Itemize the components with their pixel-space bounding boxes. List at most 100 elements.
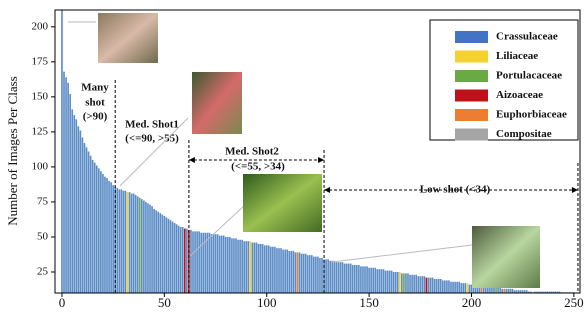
bar [299,252,301,293]
bar [290,251,292,293]
bar [180,227,182,293]
bar [309,255,311,293]
bar [286,250,288,293]
bar [505,289,507,293]
y-tick-label: 125 [32,125,49,137]
bar [503,289,505,293]
bar [417,276,419,293]
bar [272,247,274,293]
bar [264,245,266,293]
bar [256,243,258,293]
bar [340,262,342,293]
bar [278,248,280,293]
bar [454,282,456,293]
bar [508,289,510,293]
bar [100,171,102,293]
bar [305,254,307,293]
bar [80,130,82,293]
bar [129,192,131,293]
bar [121,189,123,293]
bar [131,194,133,293]
bar [211,234,213,293]
annotation: Many [81,82,109,94]
bar [245,241,247,293]
bar [96,166,98,293]
bar [229,237,231,293]
bar [331,261,333,293]
bar [338,262,340,293]
bar [67,83,69,293]
bar [307,255,309,293]
bar [231,238,233,293]
bar [164,216,166,293]
bar [424,276,426,293]
bar [440,279,442,293]
bar [223,236,225,293]
bar [295,252,297,293]
bar [460,283,462,293]
bar [389,271,391,293]
bar [106,178,108,293]
bar [366,266,368,293]
bar [102,174,104,293]
bar [428,278,430,293]
bar [497,287,499,293]
annotation: (>90) [83,111,108,123]
bar [282,250,284,293]
bar [270,247,272,293]
bar [403,273,405,293]
bar [467,283,469,293]
bar [317,257,319,293]
bar [399,272,401,293]
bar [155,210,157,293]
bar [202,233,204,293]
y-tick-label: 75 [37,195,49,207]
bar [65,77,67,293]
bar [368,268,370,293]
sample-image [472,226,540,288]
legend-label: Compositae [496,128,552,140]
bar [510,289,512,293]
bar [233,238,235,293]
bar [86,147,88,293]
bar [383,269,385,293]
bar [336,262,338,293]
bar [217,234,219,293]
bar [92,160,94,293]
y-tick-label: 150 [32,90,49,102]
bar [379,269,381,293]
bar [489,287,491,293]
annotation: Med. Shot1 [125,119,179,131]
bar [393,272,395,293]
legend-label: Crassulaceae [496,31,558,43]
bar [94,163,96,293]
bar [405,273,407,293]
bar [88,152,90,294]
bar [254,243,256,293]
bar [127,192,129,293]
bar [147,203,149,293]
bar [176,224,178,293]
bar [344,264,346,293]
bar [157,212,159,293]
annotation: Low shot (<34) [420,184,491,196]
bar [301,254,303,293]
bar [436,279,438,293]
legend-swatch [455,129,488,141]
bar [247,241,249,293]
legend-label: Portulacaceae [496,70,562,82]
y-tick-label: 175 [32,55,49,67]
bar [456,282,458,293]
bar [161,215,163,293]
bar [108,181,110,293]
bar [450,282,452,293]
bar [227,237,229,293]
bar [252,243,254,293]
bar [241,240,243,293]
bar [182,227,184,293]
bar [172,222,174,293]
legend-swatch [455,90,488,102]
x-tick-label: 250 [564,295,584,310]
bar [274,247,276,293]
bar [374,268,376,293]
